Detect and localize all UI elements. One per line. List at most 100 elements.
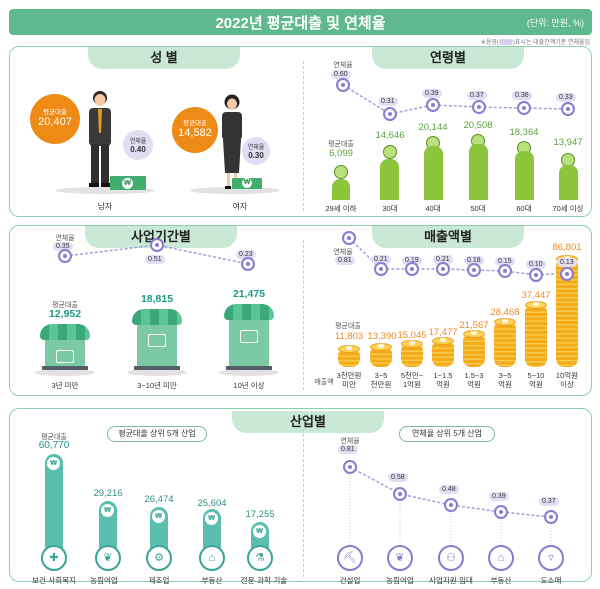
- industry-loan-value-2: 26,474: [144, 494, 174, 505]
- won-icon: ₩: [205, 512, 218, 525]
- age-loan-value-3: 20,508: [463, 120, 493, 131]
- coin-stack-1: [370, 346, 392, 367]
- industry-rate-dot-0: [343, 460, 357, 474]
- age-loan-value-2: 20,144: [418, 122, 448, 133]
- rev-cat-line: 1억원: [403, 380, 421, 389]
- shop-1-body: [137, 319, 177, 369]
- industry-rate-category-1: 농림어업: [386, 576, 414, 585]
- period-loan-label: 평균대출: [52, 302, 78, 309]
- female-money-icon: ₩: [232, 178, 262, 189]
- male-money-icon: ₩: [110, 176, 146, 190]
- rev-rate-chip-6: 0.10: [526, 260, 546, 269]
- handshake-people-icon: ⚇: [438, 545, 464, 571]
- female-label: 여자: [232, 202, 248, 211]
- age-category-0: 29세 이하: [325, 204, 357, 213]
- revenue-title: 매출액별: [372, 226, 524, 248]
- shop-shadow-0: [35, 369, 95, 376]
- industry-rate-dot-2: [444, 498, 458, 512]
- industry-rate-chip-1: 0.58: [388, 473, 408, 482]
- title-bar: 2022년 평균대출 및 연체율 (단위: 만원, %): [9, 9, 592, 35]
- rev-cat-line: 천만원: [370, 380, 392, 389]
- construction-excavator-icon: ⛏: [337, 545, 363, 571]
- industry-loan-label: 평균대출: [41, 434, 67, 441]
- rev-rate-dot-5: [498, 264, 512, 278]
- rev-axis-label: 매출액: [314, 379, 334, 386]
- calendar-icon: [240, 330, 258, 343]
- female-rate-value: 0.30: [248, 151, 264, 160]
- age-bar-1: [380, 159, 399, 200]
- panel-divider: [303, 429, 304, 577]
- rev-cat-line: 이상: [560, 380, 574, 389]
- industry-rate-category-4: 도소매: [540, 576, 562, 585]
- rev-loan-value-2: 15,045: [397, 330, 427, 341]
- won-icon: ₩: [101, 504, 114, 517]
- industry-rate-pill: 연체율 상위 5개 산업: [399, 426, 495, 442]
- industry-rate-chip-2: 0.48: [439, 485, 459, 494]
- age-loan-value-4: 18,364: [509, 127, 539, 138]
- rev-cat-line: 3천만원: [336, 371, 362, 380]
- rev-rate-dot-4: [467, 263, 481, 277]
- age-bar-0: [332, 179, 350, 200]
- won-icon: ₩: [494, 318, 516, 326]
- coin-stack-7: [556, 258, 578, 367]
- rev-rate-chip-2: 0.19: [402, 256, 422, 265]
- won-icon: ₩: [47, 457, 60, 470]
- rev-category-7: 10억원 이상: [549, 371, 585, 389]
- industry-loan-value-0: 60,770: [38, 440, 70, 451]
- male-label: 남자: [97, 202, 113, 211]
- industry-rate-category-3: 부동산: [490, 576, 512, 585]
- rev-category-6: 5~10 억원: [518, 371, 554, 389]
- rev-rate-chip-1: 0.21: [371, 255, 391, 264]
- industry-rate-dot-3: [494, 505, 508, 519]
- rev-loan-value-4: 21,567: [459, 320, 489, 331]
- rev-rate-dot-2: [405, 262, 419, 276]
- gears-icon: ⚙: [146, 545, 172, 571]
- won-icon: ₩: [432, 337, 454, 345]
- rev-rate-dot-3: [436, 262, 450, 276]
- industry-loan-value-3: 25,604: [197, 498, 227, 509]
- age-rate-chip-1: 0.31: [378, 97, 398, 106]
- coin-stack-2: [401, 343, 423, 367]
- panel-period-revenue: 사업기간별 매출액별 연체율 0.35 0.51 0.23 평균대출 12,95…: [9, 225, 592, 396]
- age-rate-dot-0: [336, 78, 350, 92]
- shopping-basket-icon: ▿: [538, 545, 564, 571]
- calendar-icon: [148, 334, 166, 347]
- shop-shadow-2: [219, 369, 279, 376]
- rate-label: 연체율: [129, 139, 147, 145]
- period-category-1: 3~10년 미만: [137, 381, 177, 390]
- age-loan-value-5: 13,947: [553, 137, 583, 148]
- wheat-icon: ❦: [387, 545, 413, 571]
- industry-rate-dot-1: [393, 487, 407, 501]
- rev-cat-line: 억원: [529, 380, 543, 389]
- age-category-3: 50대: [470, 204, 486, 213]
- house-icon: ⌂: [488, 545, 514, 571]
- won-icon: ₩: [152, 510, 165, 523]
- rev-rate-dot-0: [342, 231, 356, 245]
- rev-rate-dot-6: [529, 268, 543, 282]
- rev-loan-value-3: 17,477: [428, 327, 458, 338]
- avg-loan-label: 평균대출: [43, 109, 67, 116]
- avg-loan-label: 평균대출: [183, 120, 207, 127]
- rev-cat-line: 1.5~3: [464, 371, 484, 380]
- age-bar-2: [424, 146, 443, 200]
- won-icon: ₩: [338, 345, 360, 353]
- rev-cat-line: 3~5: [374, 371, 388, 380]
- age-rate-chip-0: 0.60: [331, 70, 351, 79]
- shop-2-body: [229, 314, 269, 369]
- period-loan-value-2: 21,475: [232, 288, 266, 300]
- period-rate-label: 연체율: [55, 235, 75, 242]
- industry-rate-category-2: 사업지원·임대: [429, 576, 473, 585]
- age-rate-dot-4: [517, 101, 531, 115]
- industry-rate-chip-3: 0.39: [489, 492, 509, 501]
- page-title: 2022년 평균대출 및 연체율: [215, 15, 386, 32]
- female-loan-value: 14,582: [178, 127, 212, 139]
- science-flask-icon: ⚗: [247, 545, 273, 571]
- rev-category-2: 5천만~ 1억원: [394, 371, 430, 389]
- period-rate-chip-1: 0.51: [145, 255, 165, 264]
- age-category-5: 70세 이상: [552, 204, 584, 213]
- rev-cat-line: 억원: [467, 380, 481, 389]
- shop-0-awning-icon: [40, 324, 90, 340]
- age-category-1: 30대: [382, 204, 398, 213]
- won-icon: ₩: [122, 177, 133, 189]
- coin-stack-0: [338, 348, 360, 367]
